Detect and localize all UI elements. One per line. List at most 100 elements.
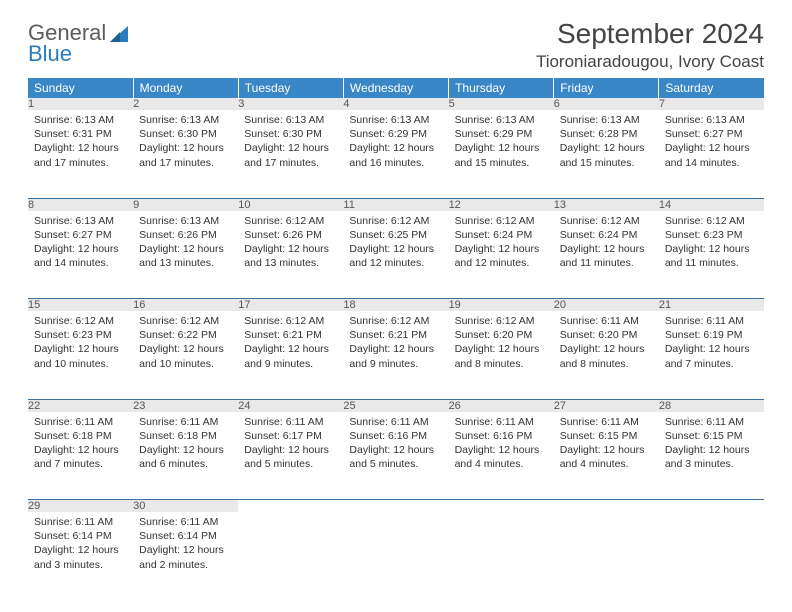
day-content: Sunrise: 6:13 AMSunset: 6:27 PMDaylight:… (659, 110, 764, 176)
day-content: Sunrise: 6:11 AMSunset: 6:15 PMDaylight:… (659, 412, 764, 478)
day-cell: Sunrise: 6:12 AMSunset: 6:21 PMDaylight:… (238, 311, 343, 399)
day-number: 25 (343, 399, 448, 412)
daynum-row: 891011121314 (28, 198, 764, 211)
day-cell: Sunrise: 6:12 AMSunset: 6:22 PMDaylight:… (133, 311, 238, 399)
day-cell: Sunrise: 6:11 AMSunset: 6:14 PMDaylight:… (133, 512, 238, 600)
day-content: Sunrise: 6:13 AMSunset: 6:31 PMDaylight:… (28, 110, 133, 176)
day-cell: Sunrise: 6:12 AMSunset: 6:26 PMDaylight:… (238, 211, 343, 299)
day-number: 3 (238, 98, 343, 110)
day-content: Sunrise: 6:11 AMSunset: 6:18 PMDaylight:… (133, 412, 238, 478)
day-number: 30 (133, 500, 238, 513)
day-cell: Sunrise: 6:13 AMSunset: 6:30 PMDaylight:… (238, 110, 343, 198)
weekday-header: Friday (554, 78, 659, 98)
day-number: 14 (659, 198, 764, 211)
day-content: Sunrise: 6:12 AMSunset: 6:24 PMDaylight:… (554, 211, 659, 277)
daynum-row: 22232425262728 (28, 399, 764, 412)
day-content: Sunrise: 6:11 AMSunset: 6:19 PMDaylight:… (659, 311, 764, 377)
day-cell: Sunrise: 6:13 AMSunset: 6:28 PMDaylight:… (554, 110, 659, 198)
day-content-row: Sunrise: 6:13 AMSunset: 6:27 PMDaylight:… (28, 211, 764, 299)
empty-cell (238, 500, 343, 513)
day-cell: Sunrise: 6:11 AMSunset: 6:16 PMDaylight:… (449, 412, 554, 500)
calendar-body: 1234567Sunrise: 6:13 AMSunset: 6:31 PMDa… (28, 98, 764, 600)
day-content: Sunrise: 6:13 AMSunset: 6:29 PMDaylight:… (343, 110, 448, 176)
day-number: 18 (343, 299, 448, 312)
day-content: Sunrise: 6:11 AMSunset: 6:18 PMDaylight:… (28, 412, 133, 478)
day-number: 2 (133, 98, 238, 110)
day-content: Sunrise: 6:12 AMSunset: 6:23 PMDaylight:… (659, 211, 764, 277)
day-number: 24 (238, 399, 343, 412)
day-cell: Sunrise: 6:13 AMSunset: 6:31 PMDaylight:… (28, 110, 133, 198)
weekday-header: Thursday (449, 78, 554, 98)
day-cell: Sunrise: 6:11 AMSunset: 6:18 PMDaylight:… (133, 412, 238, 500)
day-content-row: Sunrise: 6:11 AMSunset: 6:14 PMDaylight:… (28, 512, 764, 600)
day-content: Sunrise: 6:11 AMSunset: 6:17 PMDaylight:… (238, 412, 343, 478)
day-number: 23 (133, 399, 238, 412)
day-number: 5 (449, 98, 554, 110)
day-number: 11 (343, 198, 448, 211)
day-content: Sunrise: 6:11 AMSunset: 6:20 PMDaylight:… (554, 311, 659, 377)
weekday-header: Wednesday (343, 78, 448, 98)
daynum-row: 1234567 (28, 98, 764, 110)
day-cell: Sunrise: 6:12 AMSunset: 6:24 PMDaylight:… (449, 211, 554, 299)
day-cell: Sunrise: 6:12 AMSunset: 6:24 PMDaylight:… (554, 211, 659, 299)
day-content: Sunrise: 6:11 AMSunset: 6:14 PMDaylight:… (28, 512, 133, 578)
weekday-header: Monday (133, 78, 238, 98)
day-cell: Sunrise: 6:12 AMSunset: 6:23 PMDaylight:… (28, 311, 133, 399)
day-cell: Sunrise: 6:11 AMSunset: 6:17 PMDaylight:… (238, 412, 343, 500)
day-content: Sunrise: 6:12 AMSunset: 6:24 PMDaylight:… (449, 211, 554, 277)
day-content: Sunrise: 6:13 AMSunset: 6:28 PMDaylight:… (554, 110, 659, 176)
day-content: Sunrise: 6:13 AMSunset: 6:29 PMDaylight:… (449, 110, 554, 176)
empty-cell (343, 512, 448, 600)
day-cell: Sunrise: 6:11 AMSunset: 6:20 PMDaylight:… (554, 311, 659, 399)
brand-sail-icon (110, 24, 132, 49)
day-number: 12 (449, 198, 554, 211)
day-number: 27 (554, 399, 659, 412)
empty-cell (238, 512, 343, 600)
title-block: September 2024 Tioroniaradougou, Ivory C… (536, 18, 764, 72)
empty-cell (554, 500, 659, 513)
day-number: 13 (554, 198, 659, 211)
weekday-header: Tuesday (238, 78, 343, 98)
day-number: 15 (28, 299, 133, 312)
day-cell: Sunrise: 6:13 AMSunset: 6:26 PMDaylight:… (133, 211, 238, 299)
day-number: 1 (28, 98, 133, 110)
day-number: 22 (28, 399, 133, 412)
daynum-row: 15161718192021 (28, 299, 764, 312)
day-number: 28 (659, 399, 764, 412)
day-cell: Sunrise: 6:13 AMSunset: 6:29 PMDaylight:… (343, 110, 448, 198)
day-number: 10 (238, 198, 343, 211)
day-content: Sunrise: 6:12 AMSunset: 6:20 PMDaylight:… (449, 311, 554, 377)
empty-cell (554, 512, 659, 600)
day-number: 7 (659, 98, 764, 110)
brand-part2: Blue (28, 43, 106, 65)
day-content: Sunrise: 6:12 AMSunset: 6:21 PMDaylight:… (238, 311, 343, 377)
day-number: 9 (133, 198, 238, 211)
day-content: Sunrise: 6:13 AMSunset: 6:27 PMDaylight:… (28, 211, 133, 277)
day-content: Sunrise: 6:13 AMSunset: 6:30 PMDaylight:… (133, 110, 238, 176)
day-content: Sunrise: 6:13 AMSunset: 6:26 PMDaylight:… (133, 211, 238, 277)
day-cell: Sunrise: 6:13 AMSunset: 6:27 PMDaylight:… (28, 211, 133, 299)
day-cell: Sunrise: 6:12 AMSunset: 6:25 PMDaylight:… (343, 211, 448, 299)
day-cell: Sunrise: 6:12 AMSunset: 6:20 PMDaylight:… (449, 311, 554, 399)
day-cell: Sunrise: 6:11 AMSunset: 6:15 PMDaylight:… (659, 412, 764, 500)
day-content: Sunrise: 6:12 AMSunset: 6:23 PMDaylight:… (28, 311, 133, 377)
day-content: Sunrise: 6:12 AMSunset: 6:25 PMDaylight:… (343, 211, 448, 277)
location: Tioroniaradougou, Ivory Coast (536, 52, 764, 72)
day-content-row: Sunrise: 6:13 AMSunset: 6:31 PMDaylight:… (28, 110, 764, 198)
weekday-header: Saturday (659, 78, 764, 98)
day-content: Sunrise: 6:11 AMSunset: 6:14 PMDaylight:… (133, 512, 238, 578)
day-content: Sunrise: 6:13 AMSunset: 6:30 PMDaylight:… (238, 110, 343, 176)
day-cell: Sunrise: 6:11 AMSunset: 6:15 PMDaylight:… (554, 412, 659, 500)
day-cell: Sunrise: 6:12 AMSunset: 6:23 PMDaylight:… (659, 211, 764, 299)
day-cell: Sunrise: 6:13 AMSunset: 6:30 PMDaylight:… (133, 110, 238, 198)
day-content-row: Sunrise: 6:11 AMSunset: 6:18 PMDaylight:… (28, 412, 764, 500)
day-number: 6 (554, 98, 659, 110)
day-cell: Sunrise: 6:13 AMSunset: 6:27 PMDaylight:… (659, 110, 764, 198)
day-number: 19 (449, 299, 554, 312)
empty-cell (343, 500, 448, 513)
day-cell: Sunrise: 6:13 AMSunset: 6:29 PMDaylight:… (449, 110, 554, 198)
calendar-table: SundayMondayTuesdayWednesdayThursdayFrid… (28, 78, 764, 600)
month-title: September 2024 (536, 18, 764, 50)
day-cell: Sunrise: 6:11 AMSunset: 6:14 PMDaylight:… (28, 512, 133, 600)
day-content: Sunrise: 6:11 AMSunset: 6:15 PMDaylight:… (554, 412, 659, 478)
